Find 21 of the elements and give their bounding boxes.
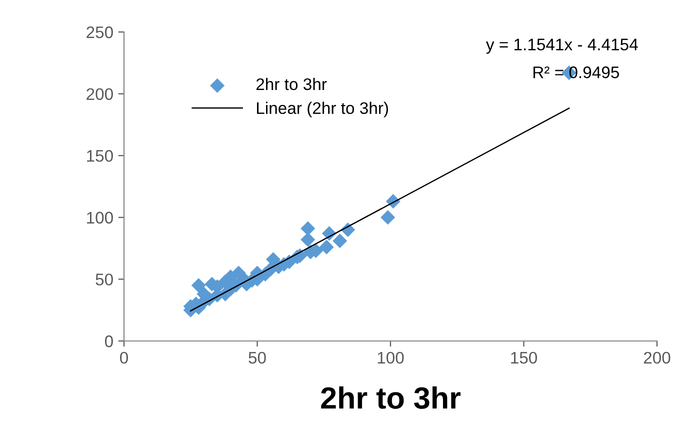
y-tick-label: 50 bbox=[96, 274, 113, 286]
y-tick-label: 200 bbox=[86, 88, 113, 100]
point bbox=[300, 221, 316, 236]
point bbox=[191, 278, 206, 293]
x-tick-label: 0 bbox=[120, 352, 128, 364]
y-tick-label: 100 bbox=[87, 212, 113, 224]
x-axis-title: 2hr to 3hr bbox=[321, 386, 460, 409]
y-tick-label: 150 bbox=[87, 150, 113, 162]
x-tick-label: 100 bbox=[378, 352, 404, 364]
legend-label: 2hr to 3hr bbox=[256, 78, 327, 90]
x-tick-label: 150 bbox=[511, 352, 538, 364]
legend-label: Linear (2hr to 3hr) bbox=[257, 102, 388, 118]
annotation: y = 1.1541x - 4.4154 bbox=[486, 38, 638, 54]
y-tick-label: 250 bbox=[86, 26, 113, 38]
point bbox=[332, 234, 348, 248]
point bbox=[319, 240, 334, 254]
x-tick-label: 200 bbox=[644, 352, 670, 364]
y-tick-label: 0 bbox=[104, 335, 113, 348]
point bbox=[300, 232, 316, 247]
x-tick-label: 50 bbox=[248, 352, 266, 364]
point bbox=[380, 210, 396, 225]
